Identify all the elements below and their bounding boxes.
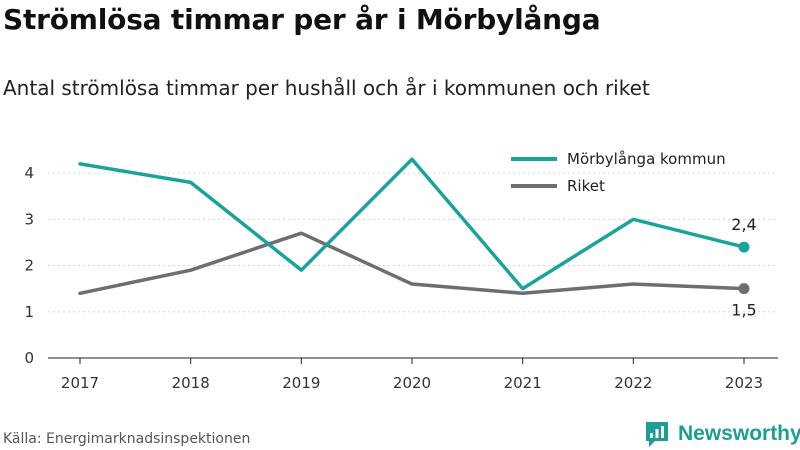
x-axis: 2017 2018 2019 2020 2021 2022 2023 <box>48 357 778 392</box>
x-tick-label: 2023 <box>725 374 763 392</box>
chart-title: Strömlösa timmar per år i Mörbylånga <box>3 3 601 36</box>
y-tick-label: 4 <box>24 164 34 182</box>
y-tick-label: 0 <box>24 349 34 367</box>
brand-logo: Newsworthy <box>644 420 800 448</box>
x-tick-label: 2018 <box>172 374 210 392</box>
series-end-point <box>738 283 750 295</box>
data-label: 2,4 <box>731 215 756 234</box>
y-tick-label: 2 <box>24 257 34 275</box>
series-line <box>78 157 746 291</box>
legend: Mörbylånga kommun Riket <box>511 150 726 195</box>
y-tick-label: 3 <box>24 210 34 228</box>
x-tick-label: 2019 <box>282 374 320 392</box>
x-tick-label: 2020 <box>393 374 431 392</box>
series-lines: 2,4 1,5 <box>78 157 757 320</box>
grid-lines <box>48 172 778 313</box>
series-end-point <box>738 241 750 253</box>
source-note: Källa: Energimarknadsinspektionen <box>3 431 251 447</box>
x-tick-label: 2022 <box>614 374 652 392</box>
series-line <box>78 231 746 296</box>
data-label: 1,5 <box>731 301 756 320</box>
brand-name: Newsworthy <box>678 422 800 445</box>
y-tick-label: 1 <box>24 303 34 321</box>
newsworthy-logo-icon <box>646 422 668 447</box>
x-tick-label: 2021 <box>504 374 542 392</box>
x-tick-label: 2017 <box>61 374 99 392</box>
y-axis-ticks: 0 1 2 3 4 <box>24 164 34 367</box>
legend-label: Riket <box>567 177 605 195</box>
chart-subtitle: Antal strömlösa timmar per hushåll och å… <box>3 76 650 100</box>
legend-label: Mörbylånga kommun <box>567 150 726 168</box>
